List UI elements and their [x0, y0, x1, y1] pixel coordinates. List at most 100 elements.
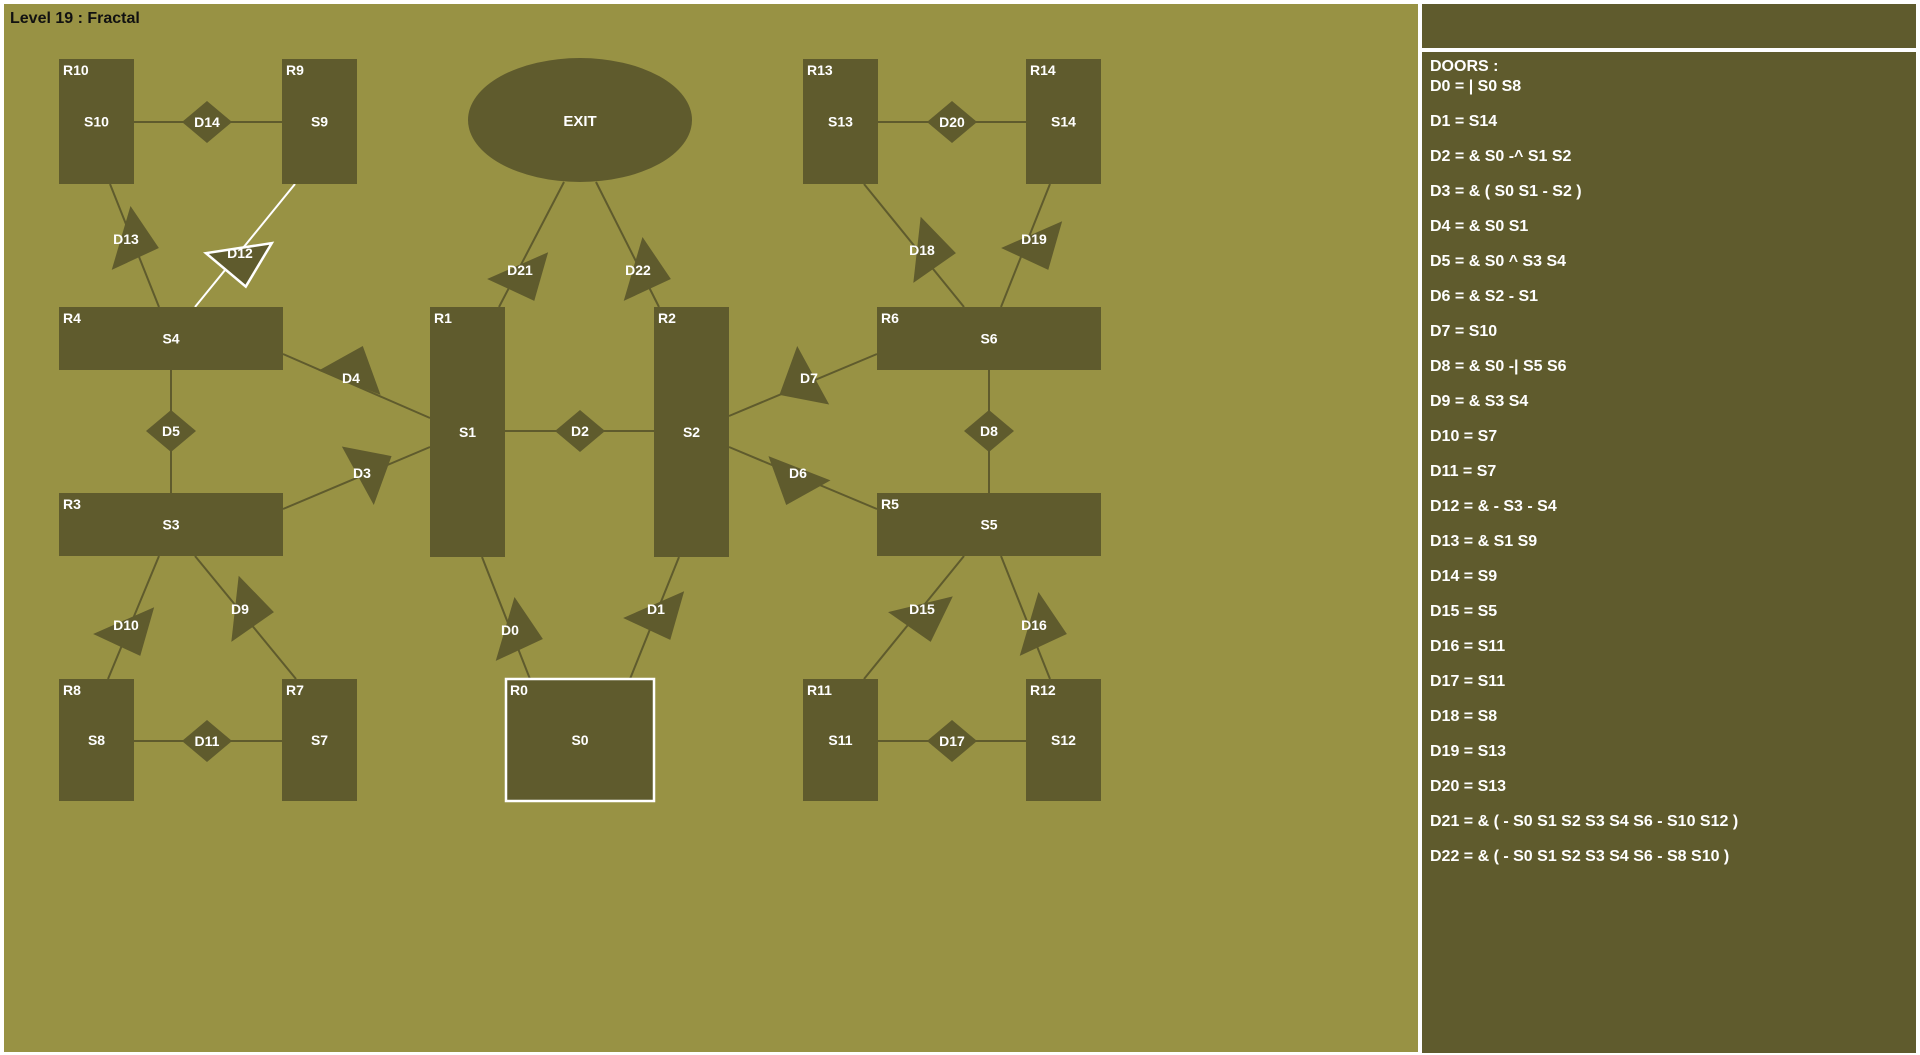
- switch-label[interactable]: S3: [162, 517, 179, 533]
- room-r8[interactable]: R8 S8: [59, 679, 134, 801]
- door-triangle[interactable]: [603, 234, 671, 301]
- doors-panel: DOORS : D0 = | S0 S8 D1 = S14 D2 = & S0 -^…: [1422, 52, 1916, 1053]
- door-triangle[interactable]: [327, 439, 392, 505]
- room-r3[interactable]: R3 S3: [59, 493, 283, 556]
- door-d20[interactable]: D20: [927, 101, 977, 143]
- door-triangle[interactable]: [888, 571, 959, 642]
- door-d2[interactable]: D2: [555, 410, 605, 452]
- door-triangle[interactable]: [487, 234, 555, 301]
- switch-label[interactable]: S10: [84, 114, 109, 130]
- room-id-label: R0: [510, 682, 528, 698]
- switch-label[interactable]: S8: [88, 732, 105, 748]
- door-d0[interactable]: D0: [475, 594, 543, 661]
- door-d13[interactable]: D13: [91, 203, 159, 270]
- room-rect[interactable]: [1026, 679, 1101, 801]
- door-triangle[interactable]: [316, 346, 381, 412]
- room-rect[interactable]: [1026, 59, 1101, 184]
- door-d6[interactable]: D6: [768, 439, 833, 505]
- door-triangle[interactable]: [203, 215, 278, 289]
- room-rect[interactable]: [282, 679, 357, 801]
- door-d17[interactable]: D17: [927, 720, 977, 762]
- door-diamond[interactable]: [182, 720, 232, 762]
- room-r1[interactable]: R1 S1: [430, 307, 505, 557]
- room-r6[interactable]: R6 S6: [877, 307, 1101, 370]
- door-diamond[interactable]: [146, 410, 196, 452]
- room-rect[interactable]: [877, 493, 1101, 556]
- room-r10[interactable]: R10 S10: [59, 59, 134, 184]
- door-d3[interactable]: D3: [327, 439, 392, 505]
- room-rect[interactable]: [59, 493, 283, 556]
- door-d12[interactable]: D12: [203, 215, 278, 289]
- switch-label[interactable]: S4: [162, 331, 179, 347]
- room-rect[interactable]: [803, 59, 878, 184]
- room-r13[interactable]: R13 S13: [803, 59, 878, 184]
- room-r5[interactable]: R5 S5: [877, 493, 1101, 556]
- door-d4[interactable]: D4: [316, 346, 381, 412]
- room-rect[interactable]: [803, 679, 878, 801]
- door-d7[interactable]: D7: [779, 346, 844, 412]
- door-rule-20: D20 = S13: [1430, 778, 1507, 795]
- door-label: D5: [162, 423, 180, 439]
- door-triangle[interactable]: [475, 594, 543, 661]
- room-rect[interactable]: [59, 307, 283, 370]
- door-triangle[interactable]: [91, 203, 159, 270]
- connection-d3: [282, 446, 431, 510]
- room-rect[interactable]: [59, 59, 134, 184]
- door-d15[interactable]: D15: [888, 571, 959, 642]
- room-r11[interactable]: R11 S11: [803, 679, 878, 801]
- door-triangle[interactable]: [203, 571, 274, 642]
- switch-label[interactable]: S1: [459, 424, 476, 440]
- room-r9[interactable]: R9 S9: [282, 59, 357, 184]
- door-triangle[interactable]: [885, 212, 956, 283]
- door-d9[interactable]: D9: [203, 571, 274, 642]
- switch-label[interactable]: S2: [683, 424, 700, 440]
- room-rect[interactable]: [59, 679, 134, 801]
- door-diamond[interactable]: [927, 720, 977, 762]
- door-d18[interactable]: D18: [885, 212, 956, 283]
- door-d11[interactable]: D11: [182, 720, 232, 762]
- door-d21[interactable]: D21: [487, 234, 555, 301]
- switch-label[interactable]: S9: [311, 114, 328, 130]
- switch-label[interactable]: S12: [1051, 732, 1076, 748]
- room-rect[interactable]: [654, 307, 729, 557]
- room-rect[interactable]: [877, 307, 1101, 370]
- switch-label[interactable]: S7: [311, 732, 328, 748]
- room-r14[interactable]: R14 S14: [1026, 59, 1101, 184]
- door-triangle[interactable]: [999, 589, 1067, 656]
- door-d10[interactable]: D10: [93, 589, 161, 656]
- door-d19[interactable]: D19: [1001, 203, 1069, 270]
- door-triangle[interactable]: [623, 573, 691, 640]
- door-triangle[interactable]: [768, 439, 833, 505]
- door-d22[interactable]: D22: [603, 234, 671, 301]
- door-diamond[interactable]: [182, 101, 232, 143]
- door-triangle[interactable]: [779, 346, 844, 412]
- switch-label[interactable]: S14: [1051, 114, 1076, 130]
- switch-label[interactable]: S0: [571, 732, 588, 748]
- door-d5[interactable]: D5: [146, 410, 196, 452]
- room-r7[interactable]: R7 S7: [282, 679, 357, 801]
- exit-ellipse[interactable]: [468, 58, 692, 182]
- room-rect[interactable]: [430, 307, 505, 557]
- door-diamond[interactable]: [964, 410, 1014, 452]
- door-triangle[interactable]: [93, 589, 161, 656]
- switch-label[interactable]: S11: [828, 732, 852, 748]
- room-r4[interactable]: R4 S4: [59, 307, 283, 370]
- door-d16[interactable]: D16: [999, 589, 1067, 656]
- switch-label[interactable]: S5: [980, 517, 997, 533]
- door-label: D21: [507, 262, 533, 278]
- door-d8[interactable]: D8: [964, 410, 1014, 452]
- room-r0[interactable]: R0 S0: [504, 677, 656, 803]
- room-rect[interactable]: [504, 677, 656, 803]
- door-diamond[interactable]: [555, 410, 605, 452]
- room-r12[interactable]: R12 S12: [1026, 679, 1101, 801]
- door-label: D13: [113, 231, 139, 247]
- switch-label[interactable]: S13: [828, 114, 853, 130]
- room-r2[interactable]: R2 S2: [654, 307, 729, 557]
- door-d14[interactable]: D14: [182, 101, 232, 143]
- door-rule-21: D21 = & ( - S0 S1 S2 S3 S4 S6 - S10 S12 …: [1430, 813, 1739, 830]
- switch-label[interactable]: S6: [980, 331, 997, 347]
- door-diamond[interactable]: [927, 101, 977, 143]
- door-triangle[interactable]: [1001, 203, 1069, 270]
- door-d1[interactable]: D1: [623, 573, 691, 640]
- room-rect[interactable]: [282, 59, 357, 184]
